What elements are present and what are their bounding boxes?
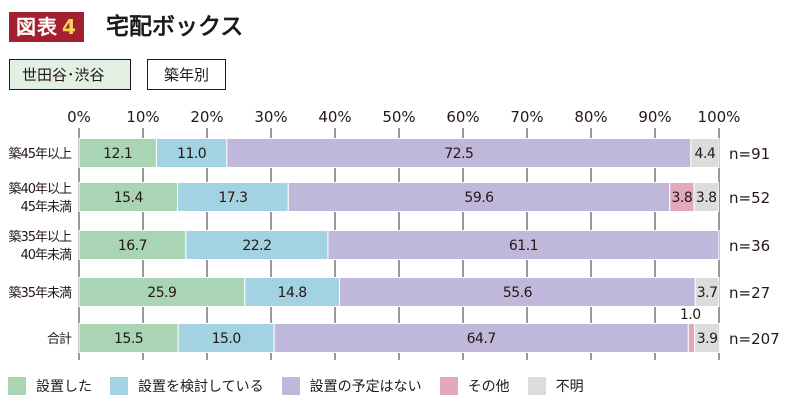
- legend-label: 設置した: [36, 379, 92, 395]
- figure-label-prefix: 図表: [16, 15, 58, 39]
- value-label: 11.0: [177, 146, 206, 162]
- figure-title: 宅配ボックス: [106, 14, 244, 40]
- value-label: 3.9: [697, 331, 718, 347]
- legend-swatch: [8, 377, 26, 395]
- x-tick-label: 70%: [510, 108, 543, 126]
- sample-size-label: n=27: [729, 284, 770, 302]
- sample-size-label: n=91: [729, 145, 770, 163]
- value-label: 55.6: [503, 285, 533, 301]
- category-label: 築45年以上: [8, 147, 72, 162]
- bar-segment: [338, 277, 696, 307]
- x-tick-labels: 0% 10% 20% 30% 40% 50% 60% 70% 80% 90% 100%: [67, 108, 740, 126]
- bar-segment: [78, 182, 179, 212]
- legend-label: 設置を検討している: [138, 379, 264, 395]
- value-label: 3.8: [671, 190, 692, 206]
- x-tick-label: 20%: [190, 108, 223, 126]
- value-label: 14.8: [278, 285, 307, 301]
- value-label: 12.1: [103, 146, 132, 162]
- category-label: 築35年未満: [8, 286, 72, 301]
- bar-segment: [78, 323, 179, 353]
- figure-label-number: 4: [62, 15, 77, 39]
- value-label: 1.0: [680, 307, 701, 323]
- area-tag: 世田谷･渋谷: [9, 59, 131, 90]
- x-tick-label: 0%: [67, 108, 91, 126]
- category-label: 合計: [47, 331, 72, 347]
- bar-segment: [78, 230, 187, 260]
- legend-item: その他: [439, 376, 510, 396]
- bar-segment: [155, 138, 228, 168]
- value-label: 22.2: [242, 238, 271, 254]
- grouping-tag: 築年別: [147, 59, 226, 90]
- sample-size-label: n=52: [729, 189, 770, 207]
- value-labels: 12.1 11.0 72.5 4.4 15.4 17.3 59.6 3.8 3.8 16.7 22.…: [103, 146, 718, 347]
- value-label: 64.7: [467, 331, 496, 347]
- legend-swatch: [110, 377, 128, 395]
- bars: [78, 138, 721, 353]
- x-tick-label: 60%: [446, 108, 479, 126]
- bar-segment: [693, 182, 719, 212]
- value-label: 16.7: [118, 238, 147, 254]
- legend-label: その他: [467, 379, 510, 395]
- bar-segment: [273, 323, 689, 353]
- sample-size-label: n=207: [729, 330, 780, 348]
- legend: 設置した 設置を検討している 設置の予定はない その他 不明: [8, 376, 602, 396]
- legend-item: 設置を検討している: [110, 376, 264, 396]
- bar-segment: [177, 182, 289, 212]
- value-label: 15.0: [212, 331, 241, 347]
- bar-segment: [78, 138, 157, 168]
- value-label: 17.3: [218, 190, 247, 206]
- value-label: 15.4: [114, 190, 144, 206]
- value-label: 72.5: [444, 146, 473, 162]
- sample-size-label: n=36: [729, 237, 770, 255]
- legend-item: 設置した: [8, 376, 92, 396]
- x-tick-label: 30%: [254, 108, 287, 126]
- x-tick-label: 100%: [698, 108, 741, 126]
- legend-label: 不明: [555, 379, 584, 395]
- value-label: 3.8: [696, 190, 717, 206]
- value-label: 25.9: [147, 285, 176, 301]
- legend-item: 設置の予定はない: [281, 376, 422, 396]
- x-tick-label: 50%: [382, 108, 415, 126]
- category-label: 40年未満: [20, 248, 72, 263]
- value-label: 4.4: [695, 146, 716, 162]
- value-label: 15.5: [114, 331, 143, 347]
- bar-segment: [694, 277, 720, 307]
- legend-item: 不明: [527, 376, 584, 396]
- value-label: 61.1: [509, 238, 538, 254]
- sample-size-labels: n=91 n=52 n=36 n=27 n=207: [729, 145, 780, 348]
- figure-label: 図表 4: [9, 12, 84, 42]
- category-label: 築40年以上: [8, 182, 72, 197]
- bar-segment: [327, 230, 720, 260]
- bar-segment: [185, 230, 329, 260]
- bar-segment: [78, 277, 246, 307]
- bar-segment: [287, 182, 671, 212]
- x-tick-label: 90%: [638, 108, 671, 126]
- bar-segment: [669, 182, 695, 212]
- value-label: 3.7: [697, 285, 718, 301]
- legend-swatch: [281, 377, 300, 395]
- x-tick-label: 80%: [574, 108, 607, 126]
- category-label: 45年未満: [20, 200, 72, 215]
- category-label: 築35年以上: [8, 230, 72, 245]
- value-label: 59.6: [464, 190, 494, 206]
- bar-segment: [687, 323, 696, 353]
- legend-swatch: [527, 377, 546, 395]
- legend-label: 設置の予定はない: [309, 379, 422, 395]
- x-tick-label: 10%: [126, 108, 159, 126]
- bar-segment: [694, 323, 721, 353]
- x-tick-label: 40%: [318, 108, 351, 126]
- legend-swatch: [439, 377, 458, 395]
- bar-segment: [690, 138, 720, 168]
